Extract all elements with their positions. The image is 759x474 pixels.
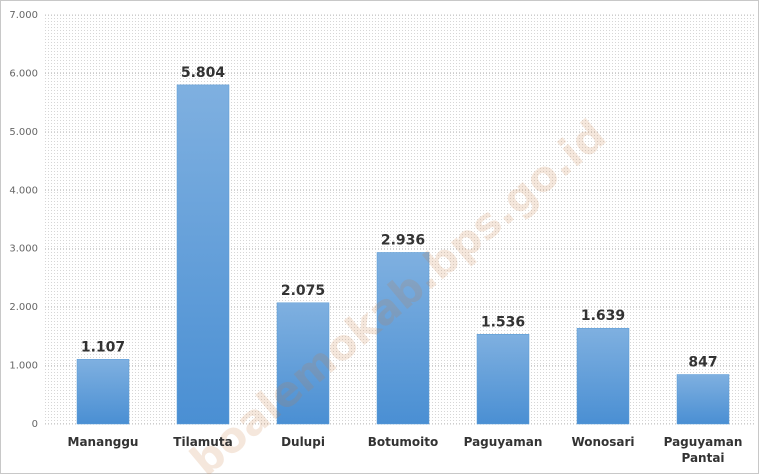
bar (376, 252, 430, 425)
x-tick-label: Tilamuta (173, 435, 233, 449)
y-tick-label: 1.000 (9, 361, 38, 372)
bar (676, 374, 730, 425)
bar (76, 359, 130, 425)
y-tick-label: 5.000 (9, 127, 38, 138)
bar (276, 302, 330, 425)
x-tick-label: Dulupi (281, 435, 325, 449)
data-label: 2.936 (381, 232, 425, 248)
x-tick-label: Mananggu (67, 435, 139, 449)
y-tick-label: 2.000 (9, 302, 38, 313)
bar (476, 334, 530, 425)
data-label: 1.107 (81, 339, 125, 355)
x-tick-label: Paguyaman Pantai (663, 435, 743, 465)
x-tick-label: Paguyaman (463, 435, 543, 449)
data-label: 5.804 (181, 65, 226, 81)
bar (176, 84, 230, 425)
data-label: 1.639 (581, 308, 625, 324)
x-tick-label: Wonosari (571, 435, 635, 449)
bar (576, 327, 630, 425)
data-label: 2.075 (281, 283, 325, 299)
y-tick-label: 7.000 (9, 10, 38, 21)
data-label: 1.536 (481, 314, 525, 330)
data-label: 847 (688, 355, 717, 371)
y-tick-label: 4.000 (9, 185, 38, 196)
y-tick-label: 6.000 (9, 68, 38, 79)
y-tick-label: 3.000 (9, 244, 38, 255)
x-tick-label: Botumoito (367, 435, 439, 449)
y-tick-label: 0 (32, 419, 38, 430)
